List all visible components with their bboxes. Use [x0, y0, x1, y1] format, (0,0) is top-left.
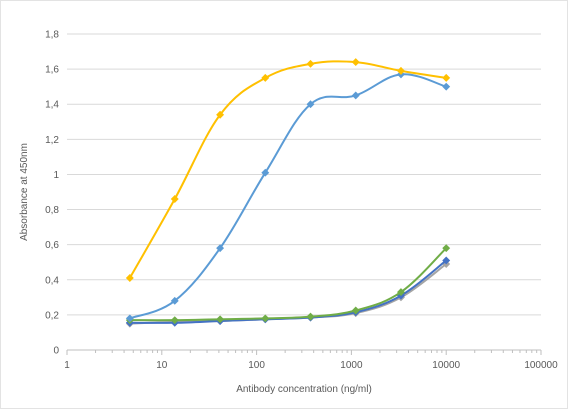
- y-tick-label: 1,6: [45, 65, 59, 76]
- data-point: [442, 244, 451, 253]
- data-point: [170, 316, 179, 325]
- data-point: [170, 296, 179, 305]
- data-point: [442, 73, 451, 82]
- x-tick-label: 100: [248, 360, 265, 371]
- data-point: [216, 244, 225, 253]
- series-1: [125, 58, 451, 282]
- series-2: [125, 70, 451, 323]
- data-point: [351, 91, 360, 100]
- x-tick-label: 1: [64, 360, 70, 371]
- x-tick-label: 10: [156, 360, 168, 371]
- series-3: [125, 244, 451, 325]
- tick-labels: 0 0,2 0,4 0,6 0,8 1 1,2 1,4 1,6 1,8 1 10 100 1000 1000…: [45, 30, 558, 372]
- y-tick-label: 0,6: [45, 240, 59, 251]
- data-point: [170, 195, 179, 203]
- y-tick-label: 0: [53, 346, 59, 357]
- data-point: [306, 59, 315, 68]
- data-point: [306, 312, 315, 321]
- y-axis-title: Absorbance at 450nm: [19, 143, 30, 241]
- data-point: [125, 314, 134, 323]
- axes: [66, 349, 542, 355]
- series-line: [128, 247, 448, 322]
- series-line: [128, 60, 448, 280]
- data-point: [125, 274, 134, 282]
- x-tick-label: 10000: [432, 360, 460, 371]
- data-point: [261, 73, 270, 82]
- x-tick-label: 1000: [340, 360, 363, 371]
- data-point: [397, 288, 405, 297]
- data-point: [442, 256, 451, 265]
- y-tick-label: 1: [53, 170, 59, 181]
- series-group: [125, 58, 451, 328]
- y-tick-label: 0,8: [45, 205, 59, 216]
- y-tick-label: 1,2: [45, 135, 59, 146]
- gridlines: [67, 33, 541, 316]
- data-point: [351, 58, 360, 67]
- data-point: [216, 110, 225, 119]
- data-point: [351, 306, 360, 315]
- y-tick-label: 1,4: [45, 100, 59, 111]
- data-point: [442, 82, 451, 91]
- data-point: [261, 314, 270, 323]
- series-line: [128, 73, 448, 320]
- y-tick-label: 0,2: [45, 310, 59, 321]
- y-tick-label: 1,8: [45, 30, 59, 41]
- data-point: [261, 168, 270, 177]
- y-tick-label: 0,4: [45, 275, 59, 286]
- x-tick-label: 100000: [524, 360, 558, 371]
- data-point: [216, 315, 225, 324]
- x-axis-title: Antibody concentration (ng/ml): [236, 384, 372, 395]
